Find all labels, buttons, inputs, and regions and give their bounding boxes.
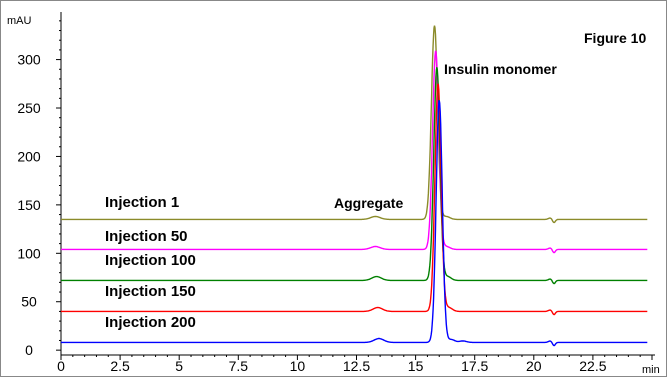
insulin-monomer-annotation: Insulin monomer — [444, 61, 557, 77]
trace-label: Injection 50 — [105, 228, 188, 245]
x-tick-label: 22.5 — [579, 358, 606, 374]
trace-line — [61, 67, 648, 285]
x-tick-label: 2.5 — [110, 358, 130, 374]
y-tick-label: 100 — [17, 245, 41, 261]
y-axis-unit-label: mAU — [7, 15, 32, 27]
trace-labels-layer: Injection 1 Injection 50 Injection 100 Inje… — [105, 194, 196, 331]
axes-layer: 0 50 100 150 200 250 300 0 2.5 5 7.5 10 12.5 15 17.5 20… — [17, 12, 655, 374]
x-axis-unit-label: min — [642, 364, 660, 376]
figure-title: Figure 10 — [584, 30, 646, 46]
x-tick-label: 5 — [175, 358, 183, 374]
trace-label: Injection 200 — [105, 314, 196, 331]
trace-label: Injection 100 — [105, 252, 196, 269]
x-tick-label: 20 — [526, 358, 542, 374]
y-tick-label: 300 — [17, 52, 41, 68]
trace-line — [61, 83, 648, 316]
trace-line — [61, 50, 648, 254]
x-tick-label: 15 — [408, 358, 424, 374]
x-tick-label: 12.5 — [343, 358, 370, 374]
x-tick-label: 7.5 — [229, 358, 249, 374]
y-tick-label: 200 — [17, 148, 41, 164]
x-tick-label: 10 — [290, 358, 306, 374]
y-tick-label: 0 — [25, 342, 33, 358]
traces-layer — [61, 25, 648, 347]
trace-line — [61, 25, 648, 224]
x-tick-label: 17.5 — [461, 358, 488, 374]
x-tick-label: 0 — [57, 358, 65, 374]
trace-line — [61, 100, 648, 347]
y-tick-label: 50 — [21, 294, 37, 310]
trace-label: Injection 1 — [105, 194, 179, 211]
annotations-layer: Aggregate Insulin monomer — [334, 61, 557, 211]
y-tick-label: 150 — [17, 197, 41, 213]
trace-label: Injection 150 — [105, 283, 196, 300]
y-tick-label: 250 — [17, 100, 41, 116]
aggregate-annotation: Aggregate — [334, 195, 403, 211]
